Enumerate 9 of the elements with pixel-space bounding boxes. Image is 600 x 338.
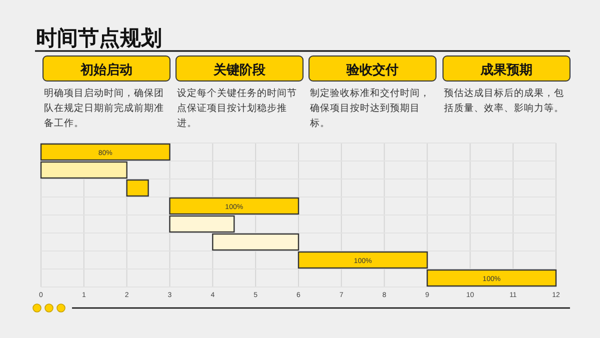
text: 明确项目启动时间，确保团队在规定日期前完成前期准备工作。 (44, 87, 165, 131)
card: 验收交付 (308, 56, 436, 82)
text: 制定验收标准和交付时间，确保项目按时达到预期目标。 (310, 87, 431, 131)
card: 成果预期 (442, 56, 570, 82)
card: 初始启动 (42, 56, 170, 82)
card: 关键阶段 (176, 56, 304, 82)
chart-title: 时间节点规划 (36, 27, 162, 50)
text: 设定每个关键任务的时间节点保证项目按计划稳步推进。 (177, 87, 298, 131)
text: 预估达成目标后的成果，包括质量、效率、影响力等。 (444, 87, 565, 116)
